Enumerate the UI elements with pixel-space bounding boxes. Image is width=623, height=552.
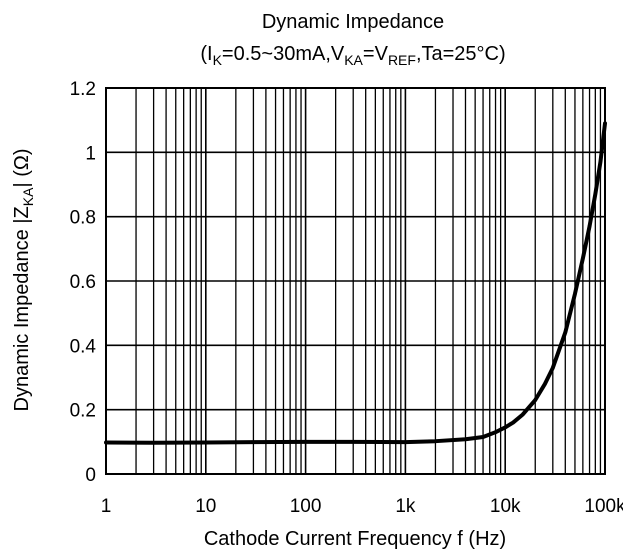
impedance-curve <box>104 121 607 445</box>
x-tick-label: 100 <box>290 496 322 517</box>
x-tick-label: 10k <box>490 496 521 517</box>
x-tick-labels: 1 10 100 1k 10k 100k <box>101 496 623 517</box>
chart-title: Dynamic Impedance <box>262 11 444 33</box>
y-axis-label: Dynamic Impedance |ZKA| (Ω) <box>11 149 36 412</box>
y-tick-label: 0.4 <box>70 336 97 357</box>
series-layer <box>104 121 607 445</box>
y-tick-label: 0 <box>85 465 96 486</box>
x-tick-label: 100k <box>584 496 623 517</box>
subtitle-ik-sub: K <box>213 52 223 68</box>
x-tick-label: 10 <box>195 496 216 517</box>
subtitle-vka-sub: KA <box>344 52 363 68</box>
subtitle-open: (I <box>200 43 212 65</box>
chart-subtitle: (IK=0.5~30mA,VKA=VREF,Ta=25°C) <box>200 43 505 68</box>
x-tick-label: 1k <box>395 496 416 517</box>
y-label-main: Dynamic Impedance |Z <box>11 206 33 411</box>
y-tick-label: 1 <box>85 143 96 164</box>
y-tick-label: 0.2 <box>70 401 96 422</box>
x-tick-label: 1 <box>101 496 112 517</box>
subtitle-mid2: =V <box>363 43 389 65</box>
x-axis-label: Cathode Current Frequency f (Hz) <box>204 528 506 550</box>
subtitle-tail: ,Ta=25°C) <box>416 43 506 65</box>
y-tick-label: 0.6 <box>70 272 96 293</box>
y-label-tail: | (Ω) <box>11 149 33 188</box>
subtitle-mid1: =0.5~30mA,V <box>222 43 345 65</box>
y-tick-label: 0.8 <box>70 208 96 229</box>
y-tick-label: 1.2 <box>70 79 96 100</box>
plot-frame <box>105 87 606 475</box>
grid <box>106 88 605 474</box>
y-tick-labels: 0 0.2 0.4 0.6 0.8 1 1.2 <box>70 79 97 486</box>
subtitle-vref-sub: REF <box>388 52 416 68</box>
y-label-sub: KA <box>20 187 36 206</box>
